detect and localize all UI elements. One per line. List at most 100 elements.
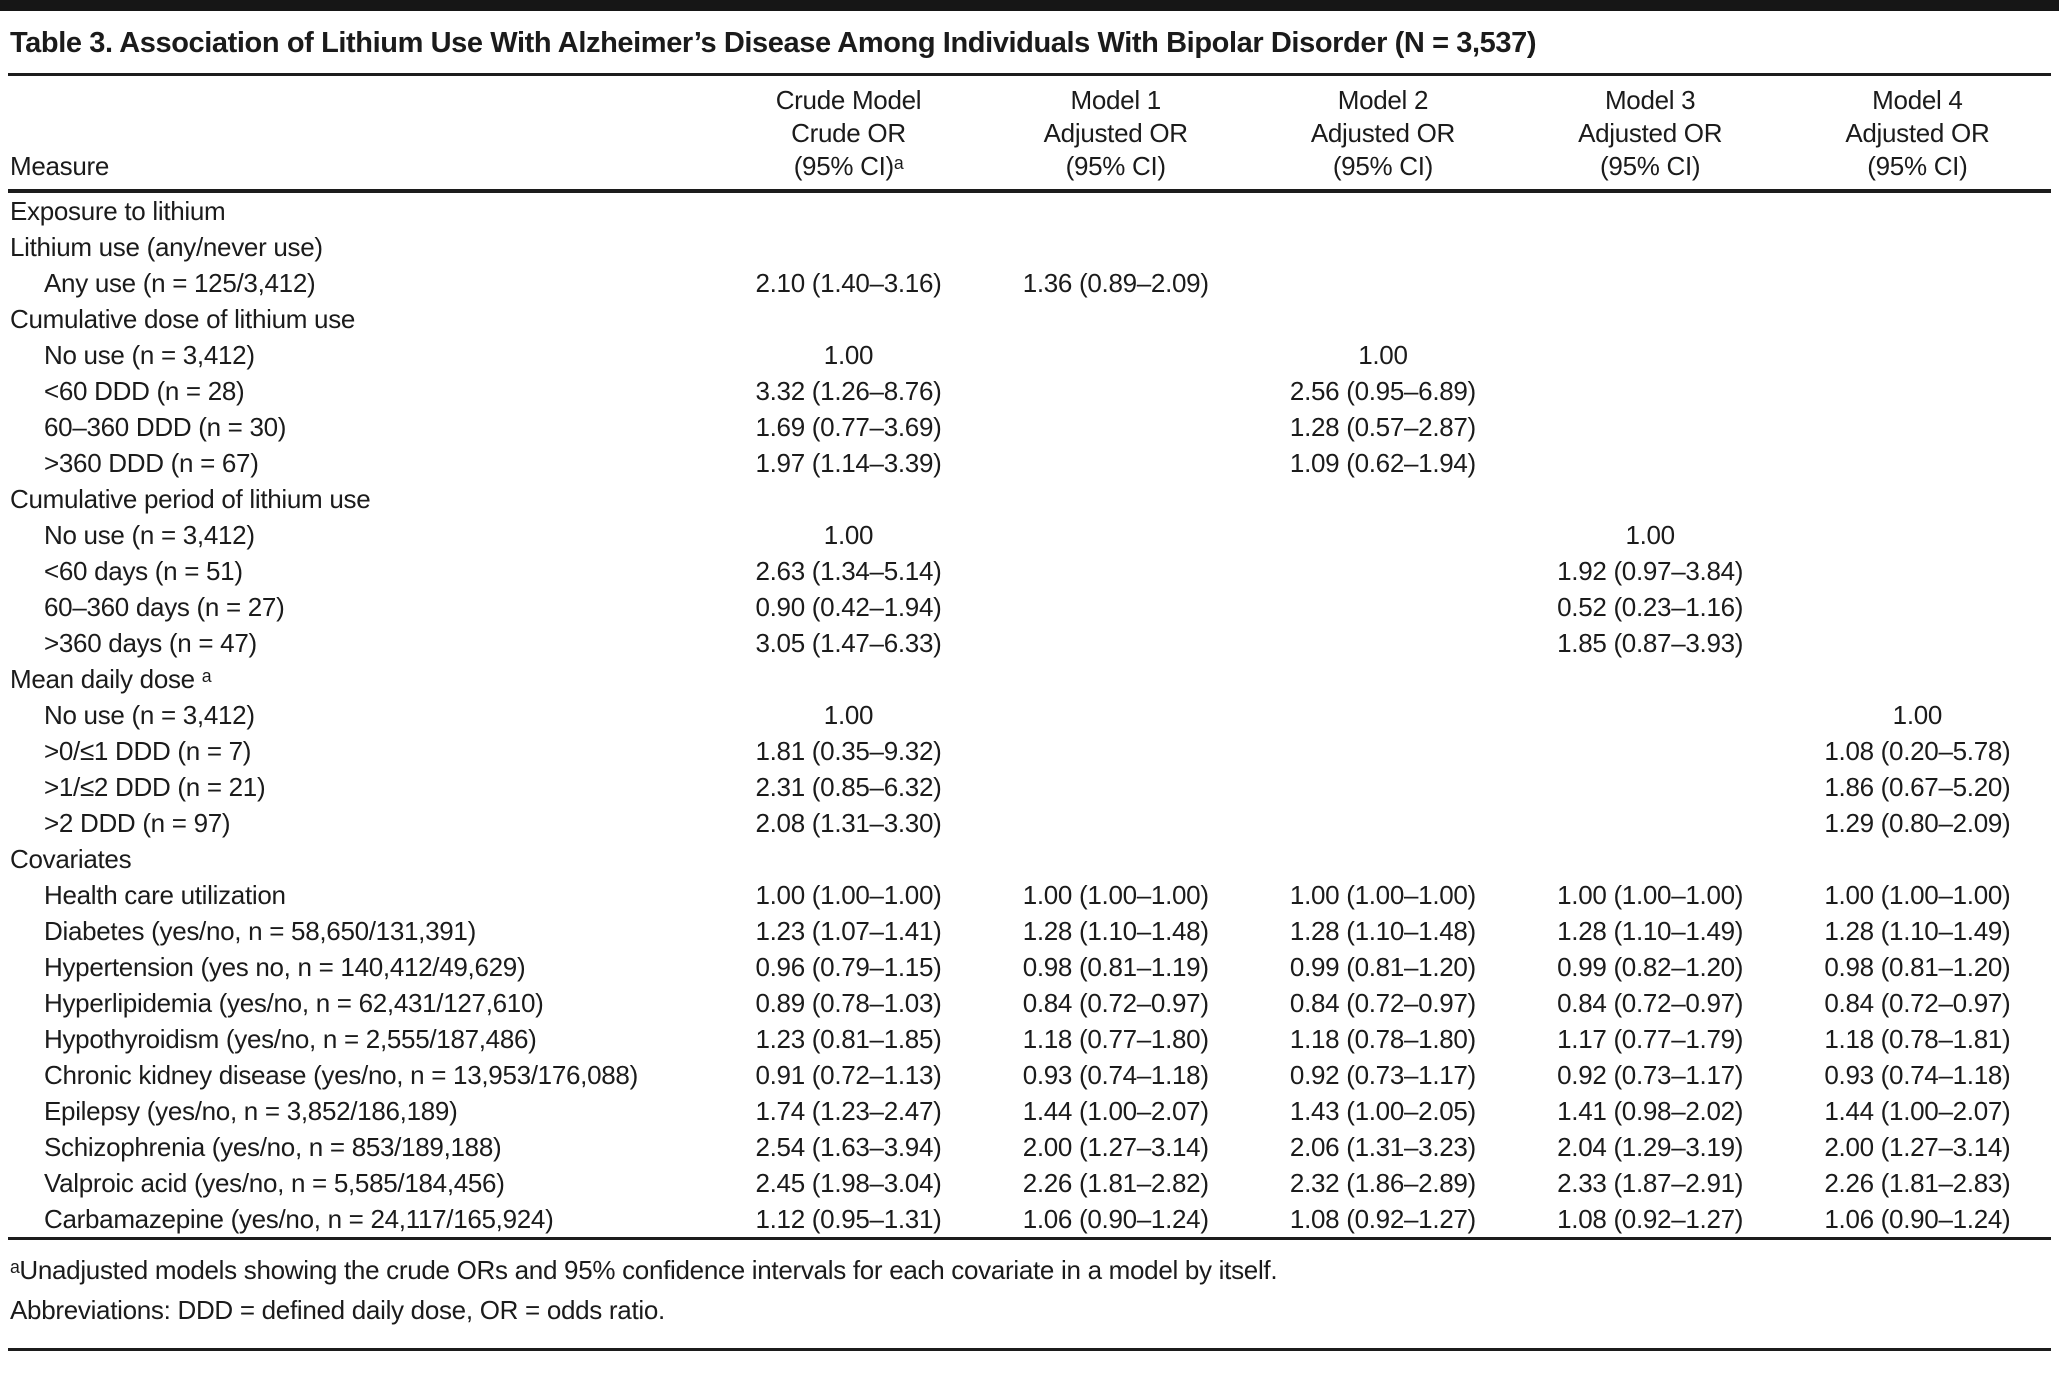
measure-cell: Epilepsy (yes/no, n = 3,852/186,189): [44, 1096, 458, 1126]
or-value-cell: [982, 445, 1249, 481]
or-value-cell: [1784, 229, 2051, 265]
bottom-rule: [8, 1348, 2051, 1351]
table-row: Hypertension (yes no, n = 140,412/49,629…: [8, 949, 2051, 985]
column-header-measure: Measure: [8, 76, 715, 193]
or-value-cell: [715, 191, 982, 229]
table-row: Cumulative period of lithium use: [8, 481, 2051, 517]
table-row: Covariates: [8, 841, 2051, 877]
results-table: Measure Crude Model Crude OR (95% CI)ᵃ Mod…: [8, 76, 2051, 1237]
column-header-model: Model 2 Adjusted OR (95% CI): [1249, 76, 1517, 193]
or-value-cell: [982, 337, 1249, 373]
footnote-a: ᵃUnadjusted models showing the crude ORs…: [10, 1255, 1278, 1285]
footnote-abbreviations: Abbreviations: DDD = defined daily dose,…: [10, 1295, 665, 1325]
or-value-cell: [1784, 373, 2051, 409]
or-value-cell: [1784, 301, 2051, 337]
or-value-cell: [1517, 337, 1784, 373]
or-value-cell: [1784, 191, 2051, 229]
table-row: Schizophrenia (yes/no, n = 853/189,188) 2…: [8, 1129, 2051, 1165]
or-value-cell: [982, 229, 1249, 265]
measure-cell: Exposure to lithium: [10, 196, 226, 226]
or-value-cell: 2.56 (0.95–6.89): [1289, 376, 1476, 406]
or-value-cell: [982, 769, 1249, 805]
table-row: Cumulative dose of lithium use: [8, 301, 2051, 337]
table-row: Any use (n = 125/3,412) 2.10 (1.40–3.16) 1…: [8, 265, 2051, 301]
or-value-cell: [1784, 625, 2051, 661]
or-value-cell: 1.18 (0.78–1.81): [1824, 1024, 2011, 1054]
or-value-cell: [1249, 517, 1516, 553]
or-value-cell: [982, 517, 1249, 553]
column-header-model: Crude Model Crude OR (95% CI)ᵃ: [714, 76, 983, 193]
table-row: >0/≤1 DDD (n = 7) 1.81 (0.35–9.32) 1.08 (0…: [8, 733, 2051, 769]
or-value-cell: 1.86 (0.67–5.20): [1824, 772, 2011, 802]
or-value-cell: [1517, 841, 1784, 877]
or-value-cell: [1517, 697, 1784, 733]
or-value-cell: 1.08 (0.20–5.78): [1824, 736, 2011, 766]
or-value-cell: 1.00: [1358, 340, 1408, 370]
or-value-cell: 1.36 (0.89–2.09): [1022, 268, 1209, 298]
or-value-cell: [1784, 445, 2051, 481]
or-value-cell: 1.09 (0.62–1.94): [1289, 448, 1476, 478]
or-value-cell: [1249, 625, 1516, 661]
or-value-cell: [982, 697, 1249, 733]
table-row: >1/≤2 DDD (n = 21) 2.31 (0.85–6.32) 1.86 (…: [8, 769, 2051, 805]
table-row: Health care utilization 1.00 (1.00–1.00) 1…: [8, 877, 2051, 913]
table-row: Carbamazepine (yes/no, n = 24,117/165,92…: [8, 1201, 2051, 1237]
measure-cell: Lithium use (any/never use): [10, 232, 323, 262]
measure-cell: Schizophrenia (yes/no, n = 853/189,188): [44, 1132, 502, 1162]
or-value-cell: 1.00: [823, 520, 874, 550]
table-row: Chronic kidney disease (yes/no, n = 13,9…: [8, 1057, 2051, 1093]
or-value-cell: [1784, 589, 2051, 625]
or-value-cell: [1517, 805, 1784, 841]
measure-cell: Carbamazepine (yes/no, n = 24,117/165,92…: [44, 1204, 554, 1234]
table-row: 60–360 days (n = 27) 0.90 (0.42–1.94) 0.52…: [8, 589, 2051, 625]
or-value-cell: 3.32 (1.26–8.76): [755, 376, 942, 406]
or-value-cell: 1.85 (0.87–3.93): [1557, 628, 1744, 658]
or-value-cell: 2.06 (1.31–3.23): [1289, 1132, 1476, 1162]
or-value-cell: [1784, 553, 2051, 589]
table-row: >360 days (n = 47) 3.05 (1.47–6.33) 1.85 (…: [8, 625, 2051, 661]
or-value-cell: 2.00 (1.27–3.14): [1824, 1132, 2011, 1162]
measure-cell: 60–360 DDD (n = 30): [44, 412, 287, 442]
or-value-cell: [1784, 517, 2051, 553]
measure-cell: Hypertension (yes no, n = 140,412/49,629…: [44, 952, 526, 982]
measure-cell: Chronic kidney disease (yes/no, n = 13,9…: [44, 1060, 638, 1090]
or-value-cell: [1249, 733, 1516, 769]
table-header: Measure Crude Model Crude OR (95% CI)ᵃ Mod…: [8, 76, 2051, 193]
table-row: >2 DDD (n = 97) 2.08 (1.31–3.30) 1.29 (0.8…: [8, 805, 2051, 841]
or-value-cell: 0.99 (0.82–1.20): [1557, 952, 1744, 982]
or-value-cell: [982, 301, 1249, 337]
or-value-cell: [982, 553, 1249, 589]
or-value-cell: 0.92 (0.73–1.17): [1557, 1060, 1744, 1090]
or-value-cell: 1.74 (1.23–2.47): [755, 1096, 942, 1126]
measure-cell: Health care utilization: [44, 880, 286, 910]
or-value-cell: 1.12 (0.95–1.31): [755, 1204, 942, 1234]
or-value-cell: 2.26 (1.81–2.83): [1824, 1168, 2011, 1198]
or-value-cell: 0.99 (0.81–1.20): [1289, 952, 1476, 982]
or-value-cell: [715, 841, 982, 877]
or-value-cell: 2.26 (1.81–2.82): [1022, 1168, 1209, 1198]
or-value-cell: 1.00 (1.00–1.00): [1557, 880, 1744, 910]
table-row: Valproic acid (yes/no, n = 5,585/184,456…: [8, 1165, 2051, 1201]
or-value-cell: 0.84 (0.72–0.97): [1022, 988, 1209, 1018]
table-row: >360 DDD (n = 67) 1.97 (1.14–3.39) 1.09 (0…: [8, 445, 2051, 481]
or-value-cell: [982, 625, 1249, 661]
or-value-cell: 0.52 (0.23–1.16): [1557, 592, 1744, 622]
title-rule: [8, 73, 2051, 76]
or-value-cell: 0.84 (0.72–0.97): [1289, 988, 1476, 1018]
or-value-cell: 1.06 (0.90–1.24): [1824, 1204, 2011, 1234]
or-value-cell: [1249, 841, 1516, 877]
or-value-cell: [1249, 191, 1516, 229]
or-value-cell: [982, 589, 1249, 625]
column-header-model: Model 1 Adjusted OR (95% CI): [982, 76, 1250, 193]
or-value-cell: 2.33 (1.87–2.91): [1557, 1168, 1744, 1198]
or-value-cell: 1.00: [1625, 520, 1675, 550]
or-value-cell: 2.45 (1.98–3.04): [755, 1168, 942, 1198]
or-value-cell: 0.90 (0.42–1.94): [755, 592, 942, 622]
table-row: 60–360 DDD (n = 30) 1.69 (0.77–3.69) 1.28 …: [8, 409, 2051, 445]
or-value-cell: [982, 661, 1249, 697]
or-value-cell: [1784, 841, 2051, 877]
table-row: Diabetes (yes/no, n = 58,650/131,391) 1.2…: [8, 913, 2051, 949]
or-value-cell: 0.98 (0.81–1.20): [1824, 952, 2011, 982]
measure-cell: Hyperlipidemia (yes/no, n = 62,431/127,6…: [44, 988, 544, 1018]
or-value-cell: [982, 841, 1249, 877]
